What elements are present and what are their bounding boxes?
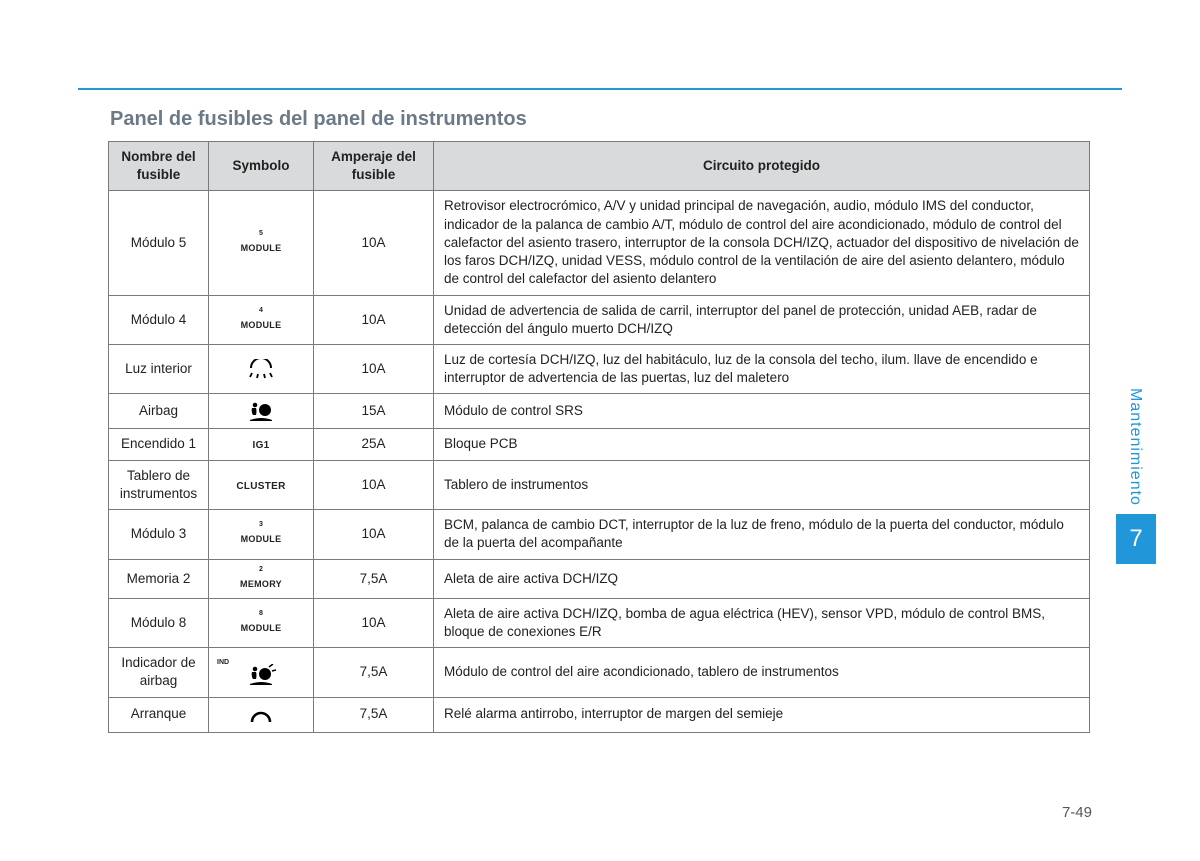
col-header-amp: Amperaje del fusible	[314, 142, 434, 191]
symbol-cell-content: 8 MODULE	[217, 610, 305, 634]
symbol-cell-content: IND	[217, 659, 305, 682]
col-header-symbol: Symbolo	[209, 142, 314, 191]
symbol-text: MEMORY	[240, 580, 282, 589]
symbol-superscript: 4	[217, 307, 305, 314]
fuse-name: Tablero de instrumentos	[109, 460, 209, 509]
top-rule	[78, 88, 1122, 90]
fuse-amperage: 7,5A	[314, 697, 434, 732]
section-label: Mantenimiento	[1126, 388, 1144, 506]
symbol-superscript: 5	[217, 230, 305, 237]
fuse-amperage: 7,5A	[314, 648, 434, 697]
symbol-text: MODULE	[241, 321, 282, 330]
symbol-superscript: 8	[217, 610, 305, 617]
airbag-indicator-icon	[246, 664, 276, 686]
airbag-icon	[246, 400, 276, 422]
symbol-cell-content: 5 MODULE	[217, 230, 305, 254]
symbol-text: MODULE	[241, 535, 282, 544]
fuse-circuit: Retrovisor electrocrómico, A/V y unidad …	[434, 191, 1090, 295]
fuse-symbol	[209, 344, 314, 393]
fuse-circuit: Bloque PCB	[434, 429, 1090, 460]
fuse-amperage: 10A	[314, 598, 434, 647]
fuse-circuit: BCM, palanca de cambio DCT, interruptor …	[434, 510, 1090, 559]
fuse-name: Módulo 4	[109, 295, 209, 344]
fuse-circuit: Relé alarma antirrobo, interruptor de ma…	[434, 697, 1090, 732]
fuse-amperage: 7,5A	[314, 559, 434, 598]
section-side-tab: Mantenimiento 7	[1116, 388, 1156, 564]
table-row: Tablero de instrumentosCLUSTER10ATablero…	[109, 460, 1090, 509]
symbol-text: MODULE	[241, 624, 282, 633]
interior-light-icon	[246, 359, 276, 379]
table-row: Airbag 15AMódulo de control SRS	[109, 394, 1090, 429]
fuse-amperage: 10A	[314, 191, 434, 295]
col-header-circuit: Circuito protegido	[434, 142, 1090, 191]
fuse-symbol: CLUSTER	[209, 460, 314, 509]
fuse-name: Encendido 1	[109, 429, 209, 460]
fuse-circuit: Módulo de control del aire acondicionado…	[434, 648, 1090, 697]
fuse-circuit: Tablero de instrumentos	[434, 460, 1090, 509]
symbol-text: IG1	[252, 441, 269, 451]
symbol-cell-content: IG1	[252, 436, 269, 451]
fuse-table: Nombre del fusible Symbolo Amperaje del …	[108, 141, 1090, 733]
section-number: 7	[1116, 514, 1156, 564]
table-header-row: Nombre del fusible Symbolo Amperaje del …	[109, 142, 1090, 191]
fuse-name: Módulo 5	[109, 191, 209, 295]
table-row: Encendido 1 IG1 25ABloque PCB	[109, 429, 1090, 460]
table-row: Módulo 8 8 MODULE 10AAleta de aire activa D…	[109, 598, 1090, 647]
symbol-cell-content	[248, 706, 274, 721]
table-row: Arranque 7,5ARelé alarma antirrobo, inter…	[109, 697, 1090, 732]
fuse-name: Indicador de airbag	[109, 648, 209, 697]
symbol-text: CLUSTER	[236, 482, 285, 492]
page-title: Panel de fusibles del panel de instrumen…	[110, 108, 1090, 131]
page-content: Panel de fusibles del panel de instrumen…	[108, 108, 1090, 733]
start-arc-icon	[248, 704, 274, 726]
fuse-name: Memoria 2	[109, 559, 209, 598]
fuse-symbol: 8 MODULE	[209, 598, 314, 647]
symbol-cell-content: 2 MEMORY	[217, 566, 305, 590]
fuse-circuit: Aleta de aire activa DCH/IZQ	[434, 559, 1090, 598]
fuse-circuit: Unidad de advertencia de salida de carri…	[434, 295, 1090, 344]
fuse-circuit: Módulo de control SRS	[434, 394, 1090, 429]
table-row: Indicador de airbag IND 7,5AMódulo de cont…	[109, 648, 1090, 697]
fuse-symbol: 3 MODULE	[209, 510, 314, 559]
fuse-symbol: 2 MEMORY	[209, 559, 314, 598]
fuse-amperage: 15A	[314, 394, 434, 429]
symbol-cell-content: 3 MODULE	[217, 521, 305, 545]
fuse-symbol: IG1	[209, 429, 314, 460]
table-row: Memoria 2 2 MEMORY 7,5AAleta de aire activa…	[109, 559, 1090, 598]
fuse-symbol: 4 MODULE	[209, 295, 314, 344]
fuse-symbol	[209, 697, 314, 732]
page-number: 7-49	[1062, 804, 1092, 821]
symbol-text: MODULE	[241, 244, 282, 253]
table-row: Luz interior 10ALuz de cortesía DCH/IZQ, …	[109, 344, 1090, 393]
fuse-symbol: 5 MODULE	[209, 191, 314, 295]
fuse-name: Airbag	[109, 394, 209, 429]
table-row: Módulo 3 3 MODULE 10ABCM, palanca de cambio…	[109, 510, 1090, 559]
symbol-cell-content	[246, 403, 276, 418]
symbol-cell-content: CLUSTER	[236, 477, 285, 492]
fuse-amperage: 10A	[314, 344, 434, 393]
table-row: Módulo 5 5 MODULE 10ARetrovisor electrocróm…	[109, 191, 1090, 295]
symbol-superscript: 3	[217, 521, 305, 528]
symbol-cell-content: 4 MODULE	[217, 307, 305, 331]
fuse-circuit: Luz de cortesía DCH/IZQ, luz del habitác…	[434, 344, 1090, 393]
fuse-symbol	[209, 394, 314, 429]
symbol-superscript: 2	[217, 566, 305, 573]
fuse-circuit: Aleta de aire activa DCH/IZQ, bomba de a…	[434, 598, 1090, 647]
fuse-amperage: 10A	[314, 295, 434, 344]
fuse-name: Arranque	[109, 697, 209, 732]
fuse-amperage: 25A	[314, 429, 434, 460]
fuse-name: Módulo 8	[109, 598, 209, 647]
col-header-name: Nombre del fusible	[109, 142, 209, 191]
fuse-amperage: 10A	[314, 510, 434, 559]
fuse-name: Luz interior	[109, 344, 209, 393]
symbol-cell-content	[246, 361, 276, 376]
fuse-name: Módulo 3	[109, 510, 209, 559]
fuse-amperage: 10A	[314, 460, 434, 509]
table-row: Módulo 4 4 MODULE 10AUnidad de advertencia …	[109, 295, 1090, 344]
fuse-symbol: IND	[209, 648, 314, 697]
